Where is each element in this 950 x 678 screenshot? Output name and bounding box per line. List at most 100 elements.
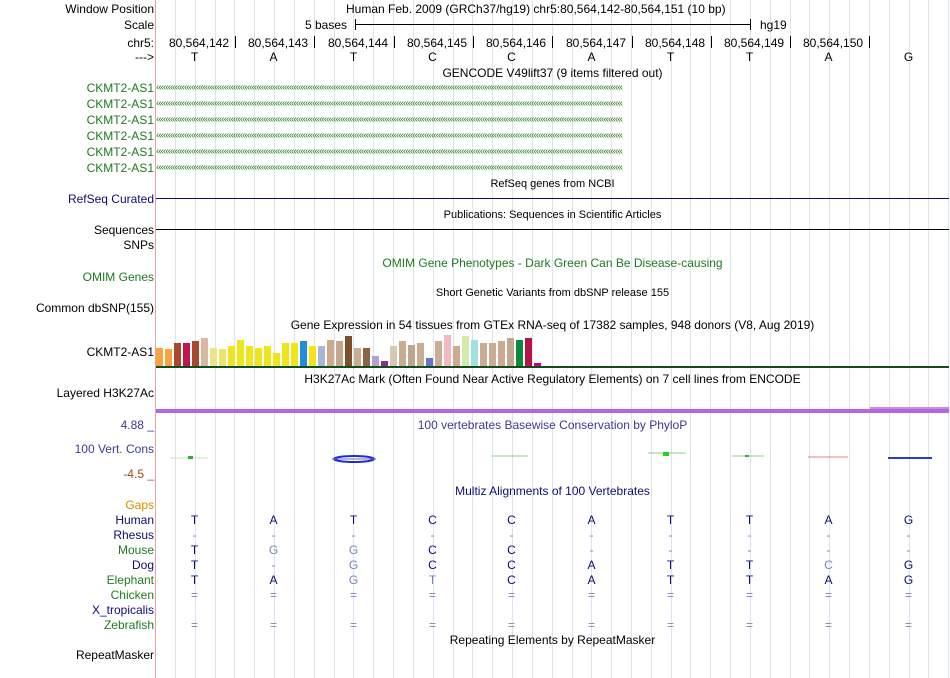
species-label[interactable]: X_tropicalis [91, 603, 154, 617]
species-label[interactable]: Zebrafish [103, 618, 154, 632]
h3k27ac-track-title[interactable]: H3K27Ac Mark (Often Found Near Active Re… [304, 372, 801, 386]
gencode-item-label[interactable]: CKMT2-AS1 [86, 97, 154, 111]
gtex-tissue-bar[interactable] [516, 340, 523, 366]
gtex-tissue-bar[interactable] [165, 349, 172, 366]
gtex-tissue-bar[interactable] [390, 346, 397, 366]
gtex-tissue-bar[interactable] [156, 348, 163, 366]
gtex-tissue-bar[interactable] [435, 341, 442, 366]
gtex-tissue-bar[interactable] [453, 346, 460, 366]
gtex-tissue-bar[interactable] [219, 349, 226, 366]
gtex-tissue-bar[interactable] [291, 343, 298, 366]
ruler-position[interactable]: 80,564,143 [248, 36, 309, 50]
publications-track-title[interactable]: Publications: Sequences in Scientific Ar… [443, 209, 662, 221]
alignment-base: G [903, 558, 914, 572]
ruler-position[interactable]: 80,564,146 [486, 36, 547, 50]
phylop-signal[interactable] [156, 445, 949, 469]
snps-track-label[interactable]: SNPs [123, 238, 154, 252]
h3k27ac-track-label[interactable]: Layered H3K27Ac [56, 386, 154, 400]
gtex-bar-chart[interactable] [156, 333, 549, 366]
gencode-item-label[interactable]: CKMT2-AS1 [86, 81, 154, 95]
gencode-item-feature[interactable]: ‹‹‹‹‹‹‹‹‹‹‹‹‹‹‹‹‹‹‹‹‹‹‹‹‹‹‹‹‹‹‹‹‹‹‹‹‹‹‹‹… [156, 82, 623, 93]
gtex-tissue-bar[interactable] [444, 335, 451, 366]
repeatmasker-track-label[interactable]: RepeatMasker [75, 648, 154, 662]
gtex-tissue-bar[interactable] [327, 340, 334, 366]
species-label[interactable]: Rhesus [113, 528, 154, 542]
gtex-tissue-bar[interactable] [399, 341, 406, 366]
species-label[interactable]: Mouse [117, 543, 154, 557]
phylop-mark [663, 452, 669, 456]
gtex-tissue-bar[interactable] [381, 361, 388, 366]
gtex-tissue-bar[interactable] [480, 343, 487, 366]
gtex-tissue-bar[interactable] [534, 363, 541, 366]
gencode-item-label[interactable]: CKMT2-AS1 [86, 113, 154, 127]
dbsnp-track-title[interactable]: Short Genetic Variants from dbSNP releas… [435, 287, 670, 299]
omim-track-title[interactable]: OMIM Gene Phenotypes - Dark Green Can Be… [382, 256, 723, 270]
gtex-tissue-bar[interactable] [246, 346, 253, 366]
gtex-tissue-bar[interactable] [192, 341, 199, 366]
species-label[interactable]: Elephant [106, 573, 154, 587]
refseq-track-title[interactable]: RefSeq genes from NCBI [490, 178, 615, 190]
gtex-tissue-bar[interactable] [228, 346, 235, 366]
ruler-position[interactable]: 80,564,147 [566, 36, 627, 50]
gtex-tissue-bar[interactable] [210, 348, 217, 366]
gencode-track-title[interactable]: GENCODE V49lift37 (9 items filtered out) [442, 66, 663, 80]
gtex-track-label[interactable]: CKMT2-AS1 [86, 345, 154, 359]
gtex-tissue-bar[interactable] [174, 343, 181, 366]
gencode-item-label[interactable]: CKMT2-AS1 [86, 129, 154, 143]
gtex-tissue-bar[interactable] [264, 346, 271, 366]
gtex-tissue-bar[interactable] [408, 345, 415, 366]
gtex-tissue-bar[interactable] [255, 348, 262, 366]
phylop-track-label[interactable]: 100 Vert. Cons [74, 442, 154, 456]
grid-line [690, 0, 691, 678]
publications-track-label[interactable]: Sequences [93, 223, 154, 237]
gtex-tissue-bar[interactable] [273, 353, 280, 366]
ruler-position[interactable]: 80,564,144 [328, 36, 389, 50]
multiz-track-title[interactable]: Multiz Alignments of 100 Vertebrates [455, 484, 650, 498]
gencode-item-feature[interactable]: ‹‹‹‹‹‹‹‹‹‹‹‹‹‹‹‹‹‹‹‹‹‹‹‹‹‹‹‹‹‹‹‹‹‹‹‹‹‹‹‹… [156, 146, 623, 157]
gtex-tissue-bar[interactable] [372, 356, 379, 366]
gtex-tissue-bar[interactable] [345, 336, 352, 366]
ruler-position[interactable]: 80,564,148 [645, 36, 706, 50]
gtex-tissue-bar[interactable] [498, 341, 505, 366]
phylop-track-title[interactable]: 100 vertebrates Basewise Conservation by… [417, 418, 688, 432]
gencode-item-feature[interactable]: ‹‹‹‹‹‹‹‹‹‹‹‹‹‹‹‹‹‹‹‹‹‹‹‹‹‹‹‹‹‹‹‹‹‹‹‹‹‹‹‹… [156, 130, 623, 141]
gencode-item-feature[interactable]: ‹‹‹‹‹‹‹‹‹‹‹‹‹‹‹‹‹‹‹‹‹‹‹‹‹‹‹‹‹‹‹‹‹‹‹‹‹‹‹‹… [156, 114, 623, 125]
species-label[interactable]: Human [115, 513, 154, 527]
gtex-tissue-bar[interactable] [354, 348, 361, 366]
refseq-track-label[interactable]: RefSeq Curated [67, 192, 154, 206]
ruler-position[interactable]: 80,564,145 [407, 36, 468, 50]
gencode-item-feature[interactable]: ‹‹‹‹‹‹‹‹‹‹‹‹‹‹‹‹‹‹‹‹‹‹‹‹‹‹‹‹‹‹‹‹‹‹‹‹‹‹‹‹… [156, 162, 623, 173]
gtex-tissue-bar[interactable] [489, 343, 496, 366]
gtex-tissue-bar[interactable] [237, 340, 244, 366]
omim-track-label[interactable]: OMIM Genes [82, 270, 154, 284]
ruler-position[interactable]: 80,564,150 [803, 36, 864, 50]
gtex-tissue-bar[interactable] [525, 338, 532, 366]
ruler-position[interactable]: 80,564,142 [169, 36, 230, 50]
gtex-tissue-bar[interactable] [318, 346, 325, 366]
species-label[interactable]: Dog [131, 558, 154, 572]
ruler-position[interactable]: 80,564,149 [724, 36, 785, 50]
gtex-tissue-bar[interactable] [462, 336, 469, 366]
gtex-tissue-bar[interactable] [309, 346, 316, 366]
gtex-tissue-bar[interactable] [507, 338, 514, 366]
alignment-base: T [190, 573, 199, 587]
gtex-tissue-bar[interactable] [426, 358, 433, 366]
gtex-tissue-bar[interactable] [282, 343, 289, 366]
gtex-tissue-bar[interactable] [300, 341, 307, 366]
gtex-tissue-bar[interactable] [183, 343, 190, 366]
gtex-tissue-bar[interactable] [336, 341, 343, 366]
repeatmasker-track-title[interactable]: Repeating Elements by RepeatMasker [449, 633, 656, 647]
multiz-gaps-label[interactable]: Gaps [125, 498, 154, 512]
gtex-tissue-bar[interactable] [201, 338, 208, 366]
gtex-tissue-bar[interactable] [363, 348, 370, 366]
gtex-tissue-bar[interactable] [417, 343, 424, 366]
gtex-track-title[interactable]: Gene Expression in 54 tissues from GTEx … [290, 318, 815, 332]
gencode-item-feature[interactable]: ‹‹‹‹‹‹‹‹‹‹‹‹‹‹‹‹‹‹‹‹‹‹‹‹‹‹‹‹‹‹‹‹‹‹‹‹‹‹‹‹… [156, 98, 623, 109]
window-position-value[interactable]: Human Feb. 2009 (GRCh37/hg19) chr5:80,56… [346, 2, 726, 16]
gencode-item-label[interactable]: CKMT2-AS1 [86, 145, 154, 159]
alignment-base: - [589, 528, 594, 542]
dbsnp-track-label[interactable]: Common dbSNP(155) [35, 301, 154, 315]
gtex-tissue-bar[interactable] [471, 340, 478, 366]
gencode-item-label[interactable]: CKMT2-AS1 [86, 161, 154, 175]
species-label[interactable]: Chicken [110, 588, 154, 602]
